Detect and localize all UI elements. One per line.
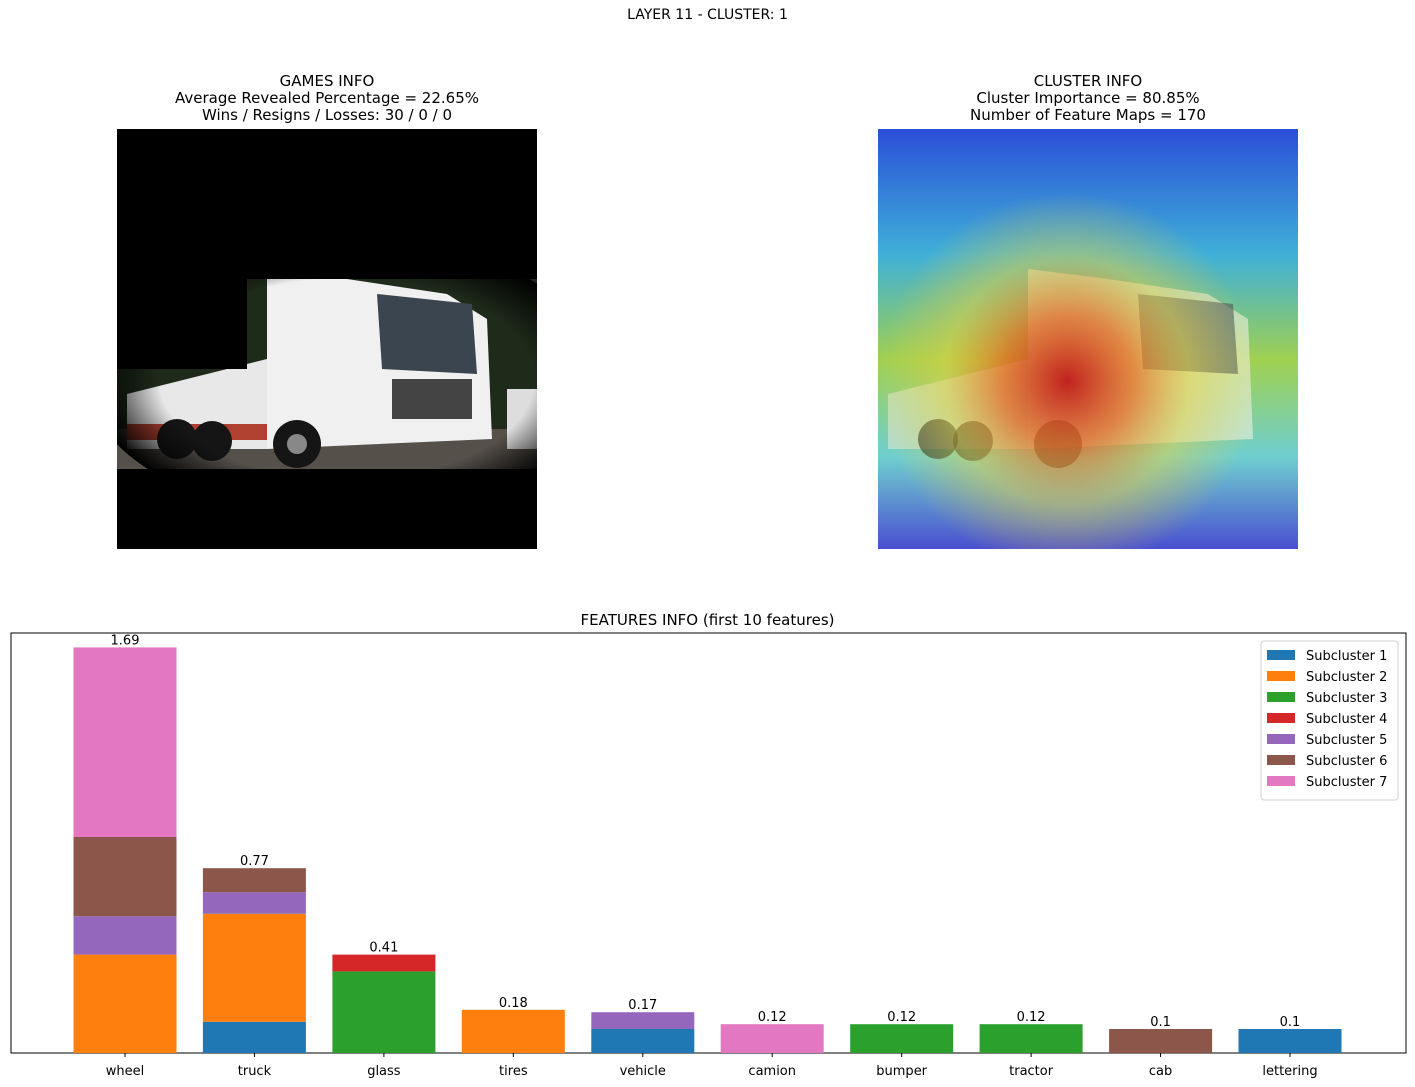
- value-label-tires: 0.18: [499, 996, 528, 1011]
- bar-segment-truck-subcluster-2: [202, 913, 306, 1022]
- legend-swatch-subcluster-5: [1267, 734, 1295, 744]
- cluster-info-title-block: CLUSTER INFO Cluster Importance = 80.85%…: [888, 73, 1288, 124]
- value-label-tractor: 0.12: [1017, 1010, 1046, 1025]
- bar-segment-vehicle-subcluster-5: [591, 1012, 695, 1029]
- value-labels-group: 1.69 0.77 0.41 0.18 0.17 0.12 0.12 0.12 0.1 0.1: [111, 633, 1301, 1030]
- bar-segment-truck-subcluster-6: [202, 868, 306, 893]
- legend-swatch-subcluster-3: [1267, 692, 1295, 702]
- legend-box: [1260, 640, 1399, 801]
- x-tick-label-tractor: tractor: [1009, 1064, 1054, 1079]
- cluster-info-title: CLUSTER INFO: [1033, 72, 1143, 90]
- games-info-title-block: GAMES INFO Average Revealed Percentage =…: [127, 73, 527, 124]
- chart-axes-frame: [10, 632, 1407, 1054]
- x-tick-label-wheel: wheel: [106, 1064, 144, 1079]
- bars-group: [73, 647, 1342, 1053]
- chart-legend: Subcluster 1 Subcluster 2 Subcluster 3 Subc…: [1260, 640, 1399, 801]
- cluster-info-importance: Cluster Importance = 80.85%: [976, 89, 1200, 107]
- bar-segment-tractor-subcluster-3: [979, 1024, 1083, 1053]
- heatmap-truck-illustration: [878, 129, 1298, 549]
- legend-swatch-subcluster-1: [1267, 650, 1295, 660]
- x-tick-label-camion: camion: [748, 1064, 796, 1079]
- value-label-wheel: 1.69: [111, 633, 140, 648]
- chart-title: FEATURES INFO (first 10 features): [580, 611, 835, 629]
- x-tick-label-truck: truck: [238, 1064, 272, 1079]
- bar-segment-lettering-subcluster-1: [1238, 1029, 1342, 1053]
- legend-swatch-subcluster-4: [1267, 713, 1295, 723]
- x-tick-label-cab: cab: [1149, 1064, 1172, 1079]
- legend-label-subcluster-3: Subcluster 3: [1306, 691, 1387, 706]
- bar-segment-truck-subcluster-5: [202, 892, 306, 914]
- legend-label-subcluster-7: Subcluster 7: [1306, 775, 1387, 790]
- bar-segment-vehicle-subcluster-1: [591, 1029, 695, 1053]
- x-tick-label-lettering: lettering: [1262, 1064, 1317, 1079]
- bar-segment-bumper-subcluster-3: [850, 1024, 954, 1053]
- value-label-lettering: 0.1: [1280, 1015, 1301, 1030]
- legend-swatch-subcluster-6: [1267, 755, 1295, 765]
- legend-label-subcluster-4: Subcluster 4: [1306, 712, 1387, 727]
- bar-segment-wheel-subcluster-7: [73, 647, 177, 837]
- x-axis-ticks: wheel truck glass tires vehicle camion bumper t…: [106, 1053, 1318, 1079]
- value-label-truck: 0.77: [240, 854, 269, 869]
- legend-swatch-subcluster-7: [1267, 776, 1295, 786]
- value-label-cab: 0.1: [1150, 1015, 1171, 1030]
- masked-truck-illustration: [117, 129, 537, 549]
- value-label-camion: 0.12: [758, 1010, 787, 1025]
- legend-label-subcluster-2: Subcluster 2: [1306, 670, 1387, 685]
- bar-segment-camion-subcluster-7: [720, 1024, 824, 1053]
- value-label-vehicle: 0.17: [628, 998, 657, 1013]
- heatmap-truck-image: [878, 129, 1298, 549]
- legend-label-subcluster-5: Subcluster 5: [1306, 733, 1387, 748]
- games-info-record: Wins / Resigns / Losses: 30 / 0 / 0: [201, 106, 453, 124]
- games-info-title: GAMES INFO: [279, 72, 375, 90]
- value-label-bumper: 0.12: [887, 1010, 916, 1025]
- cluster-info-feature-maps: Number of Feature Maps = 170: [970, 106, 1206, 124]
- x-tick-label-glass: glass: [367, 1064, 401, 1079]
- bar-segment-truck-subcluster-1: [202, 1021, 306, 1053]
- x-tick-label-tires: tires: [499, 1064, 528, 1079]
- bar-segment-wheel-subcluster-5: [73, 916, 177, 955]
- x-tick-label-vehicle: vehicle: [620, 1064, 666, 1079]
- x-tick-label-bumper: bumper: [876, 1064, 927, 1079]
- legend-label-subcluster-1: Subcluster 1: [1306, 649, 1387, 664]
- legend-label-subcluster-6: Subcluster 6: [1306, 754, 1387, 769]
- bar-segment-wheel-subcluster-2: [73, 954, 177, 1053]
- bar-segment-glass-subcluster-3: [332, 971, 436, 1053]
- bar-segment-cab-subcluster-6: [1109, 1029, 1213, 1053]
- bar-segment-wheel-subcluster-6: [73, 837, 177, 917]
- bar-segment-glass-subcluster-4: [332, 954, 436, 972]
- value-label-glass: 0.41: [369, 941, 398, 956]
- games-info-revealed: Average Revealed Percentage = 22.65%: [174, 89, 479, 107]
- bar-segment-tires-subcluster-2: [461, 1009, 565, 1053]
- masked-truck-image: [117, 129, 537, 549]
- figure-suptitle: LAYER 11 - CLUSTER: 1: [627, 7, 788, 23]
- legend-swatch-subcluster-2: [1267, 671, 1295, 681]
